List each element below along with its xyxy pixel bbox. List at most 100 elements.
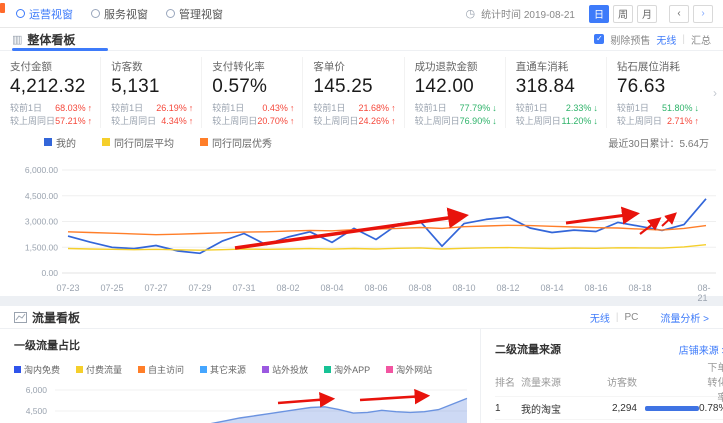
up-arrow-icon: ↑ <box>87 103 93 113</box>
col-cvr: 下单转化率 <box>707 363 723 404</box>
traffic-link-divider: | <box>615 311 619 323</box>
metric-name: 客单价 <box>313 61 345 73</box>
y-axis-label: 3,000.00 <box>25 217 58 227</box>
window-tab-icon <box>91 9 100 18</box>
metric-card-2[interactable]: 支付转化率 0.57% 较前1日 0.43% ↑ 较上周同日 20.70% ↑ <box>202 57 304 128</box>
traffic-legend-item-其它来源[interactable]: 其它来源 <box>200 363 246 376</box>
compare-label: 较前1日 <box>515 103 548 113</box>
period-button-月[interactable]: 月 <box>637 4 657 23</box>
metric-card-3[interactable]: 客单价 145.25 较前1日 21.68% ↑ 较上周同日 24.26% ↑ <box>303 57 405 128</box>
y-axis-label: 1,500.00 <box>25 242 58 252</box>
traffic-legend-item-淘外APP[interactable]: 淘外APP <box>324 363 370 376</box>
traffic-title: 流量看板 <box>32 310 81 325</box>
compare-label: 较上周同日 <box>10 116 56 126</box>
traffic-legend-item-付费流量[interactable]: 付费流量 <box>76 363 122 376</box>
legend-item-我的[interactable]: 我的 <box>44 135 76 150</box>
down-arrow-icon: ↓ <box>694 103 699 113</box>
annotation-arrow <box>639 217 662 235</box>
period-button-日[interactable]: 日 <box>589 4 609 23</box>
annotation-arrow <box>661 212 677 227</box>
y-axis-label: 6,000.00 <box>25 165 58 175</box>
traffic-link-pc[interactable]: PC <box>624 311 639 323</box>
compare-value: 20.70% <box>257 116 288 126</box>
cell-visitors: 2,294 <box>611 402 637 414</box>
compare-value: 24.26% <box>358 116 390 126</box>
x-axis-label: 08-16 <box>584 283 608 293</box>
compare-label: 较前1日 <box>111 103 144 113</box>
metric-name: 直通车消耗 <box>515 61 569 73</box>
traffic-header: 流量看板 无线 | PC 流量分析 > <box>0 306 723 329</box>
next-date-button[interactable]: › <box>693 4 713 23</box>
metric-value: 0.57% <box>212 76 268 97</box>
legend-item-同行同层优秀[interactable]: 同行同层优秀 <box>200 135 272 150</box>
traffic-legend-item-站外投放[interactable]: 站外投放 <box>262 363 308 376</box>
metric-value: 5,131 <box>111 76 160 97</box>
shop-source-link[interactable]: 店铺来源 > <box>678 345 723 357</box>
area-line-访客数 <box>210 397 468 423</box>
metric-compare-row: 较上周同日 20.70% ↑ <box>212 115 294 128</box>
table-row[interactable]: 1 我的淘宝 2,294 0.78% <box>495 396 723 419</box>
compare-label: 较上周同日 <box>515 116 561 126</box>
legend-item-同行同层平均[interactable]: 同行同层平均 <box>102 135 174 150</box>
metric-compare-row: 较上周同日 11.20% ↓ <box>516 115 598 128</box>
overview-header: ▥ 整体看板 ✓ 剔除预售 无线 | 汇总 <box>0 28 723 51</box>
metric-card-6[interactable]: 钻石展位消耗 76.63 较前1日 51.80% ↓ 较上周同日 2.71% ↑ <box>607 57 707 128</box>
prev-date-button[interactable]: ‹ <box>669 4 689 23</box>
compare-label: 较前1日 <box>212 103 245 113</box>
terminal-link-total[interactable]: 汇总 <box>691 35 711 47</box>
traffic-legend-item-淘内免费[interactable]: 淘内免费 <box>14 363 60 376</box>
annotation-arrow <box>359 388 431 405</box>
clock-icon: ◷ <box>465 8 476 20</box>
active-tab-underline <box>12 48 108 51</box>
metric-card-4[interactable]: 成功退款金额 142.00 较前1日 77.79% ↓ 较上周同日 76.90% ↓ <box>405 57 506 128</box>
exclude-presale-checkbox[interactable]: ✓ <box>594 34 605 44</box>
overview-title: 整体看板 <box>27 32 76 47</box>
compare-value: 21.68% <box>358 103 390 113</box>
x-axis-label: 08-08 <box>408 283 432 293</box>
tab-运营视窗[interactable]: 运营视窗 <box>16 6 73 22</box>
traffic-analysis-link[interactable]: 流量分析 > <box>660 313 709 325</box>
section-divider-band <box>0 296 723 306</box>
trend-legend-row: 我的 同行同层平均 同行同层优秀 最近30日累计：5.64万 <box>0 132 723 150</box>
cell-source: 我的淘宝 <box>521 404 561 416</box>
window-tab-icon <box>166 9 175 18</box>
traffic-legend-item-淘外网站[interactable]: 淘外网站 <box>386 363 432 376</box>
x-axis-label: 07-29 <box>188 283 212 293</box>
y-axis-label: 6,000 <box>26 385 48 395</box>
terminal-link-wireless[interactable]: 无线 <box>656 35 677 47</box>
y-axis-label: 4,500 <box>26 406 48 416</box>
period-button-周[interactable]: 周 <box>613 4 633 23</box>
compare-label: 较前1日 <box>313 103 346 113</box>
legend-label: 同行同层平均 <box>114 138 174 150</box>
kpi-metrics-row: 支付金额 4,212.32 较前1日 68.03% ↑ 较上周同日 57.21% ↑ 访客数 5,… <box>0 51 723 132</box>
legend-label: 淘外网站 <box>396 365 433 375</box>
cell-cvr: 0.78% <box>699 402 723 414</box>
metric-name: 支付金额 <box>10 61 52 73</box>
up-arrow-icon: ↑ <box>391 103 396 113</box>
period-toggle-group: 日周月 <box>589 4 657 23</box>
exclude-presale-label: 剔除预售 <box>610 35 651 47</box>
metric-name: 访客数 <box>111 61 143 73</box>
table-row[interactable]: 2手淘首页2,0090.05% <box>495 419 723 423</box>
tab-管理视窗[interactable]: 管理视窗 <box>166 6 223 22</box>
compare-value: 0.43% <box>262 103 288 113</box>
metric-compare-row: 较上周同日 2.71% ↑ <box>617 115 699 128</box>
metric-card-0[interactable]: 支付金额 4,212.32 较前1日 68.03% ↑ 较上周同日 57.21% ↑ <box>0 57 102 128</box>
tab-服务视窗[interactable]: 服务视窗 <box>91 6 148 22</box>
tab-label: 服务视窗 <box>104 8 148 21</box>
y-axis-label: 0.00 <box>41 268 58 278</box>
x-axis-label: 08-18 <box>628 283 652 293</box>
compare-label: 较前1日 <box>616 103 649 113</box>
traffic-legend-item-自主访问[interactable]: 自主访问 <box>138 363 184 376</box>
trend-chart: 6,000.00 4,500.00 3,000.00 1,500.00 0.00 <box>0 150 723 282</box>
top-navigation-bar: 运营视窗 服务视窗 管理视窗 ◷ 统计时间 2019-08-21 日周月 ‹ › <box>0 0 723 28</box>
metric-card-1[interactable]: 访客数 5,131 较前1日 26.19% ↑ 较上周同日 4.34% ↑ <box>101 57 203 128</box>
compare-value: 76.90% <box>459 116 491 126</box>
source-table: 排名 流量来源 访客数 下单转化率 1 我的淘宝 2,294 0.78% 2手淘首页2,… <box>495 363 723 423</box>
traffic-legend: 淘内免费 付费流量 自主访问 其它来源 站外投放 淘外APP 淘外网站 <box>14 363 480 376</box>
metric-card-5[interactable]: 直通车消耗 318.84 较前1日 2.33% ↓ 较上周同日 11.20% ↓ <box>506 57 607 128</box>
metrics-next-chevron[interactable]: › <box>713 85 717 100</box>
traffic-link-wireless[interactable]: 无线 <box>589 313 610 325</box>
